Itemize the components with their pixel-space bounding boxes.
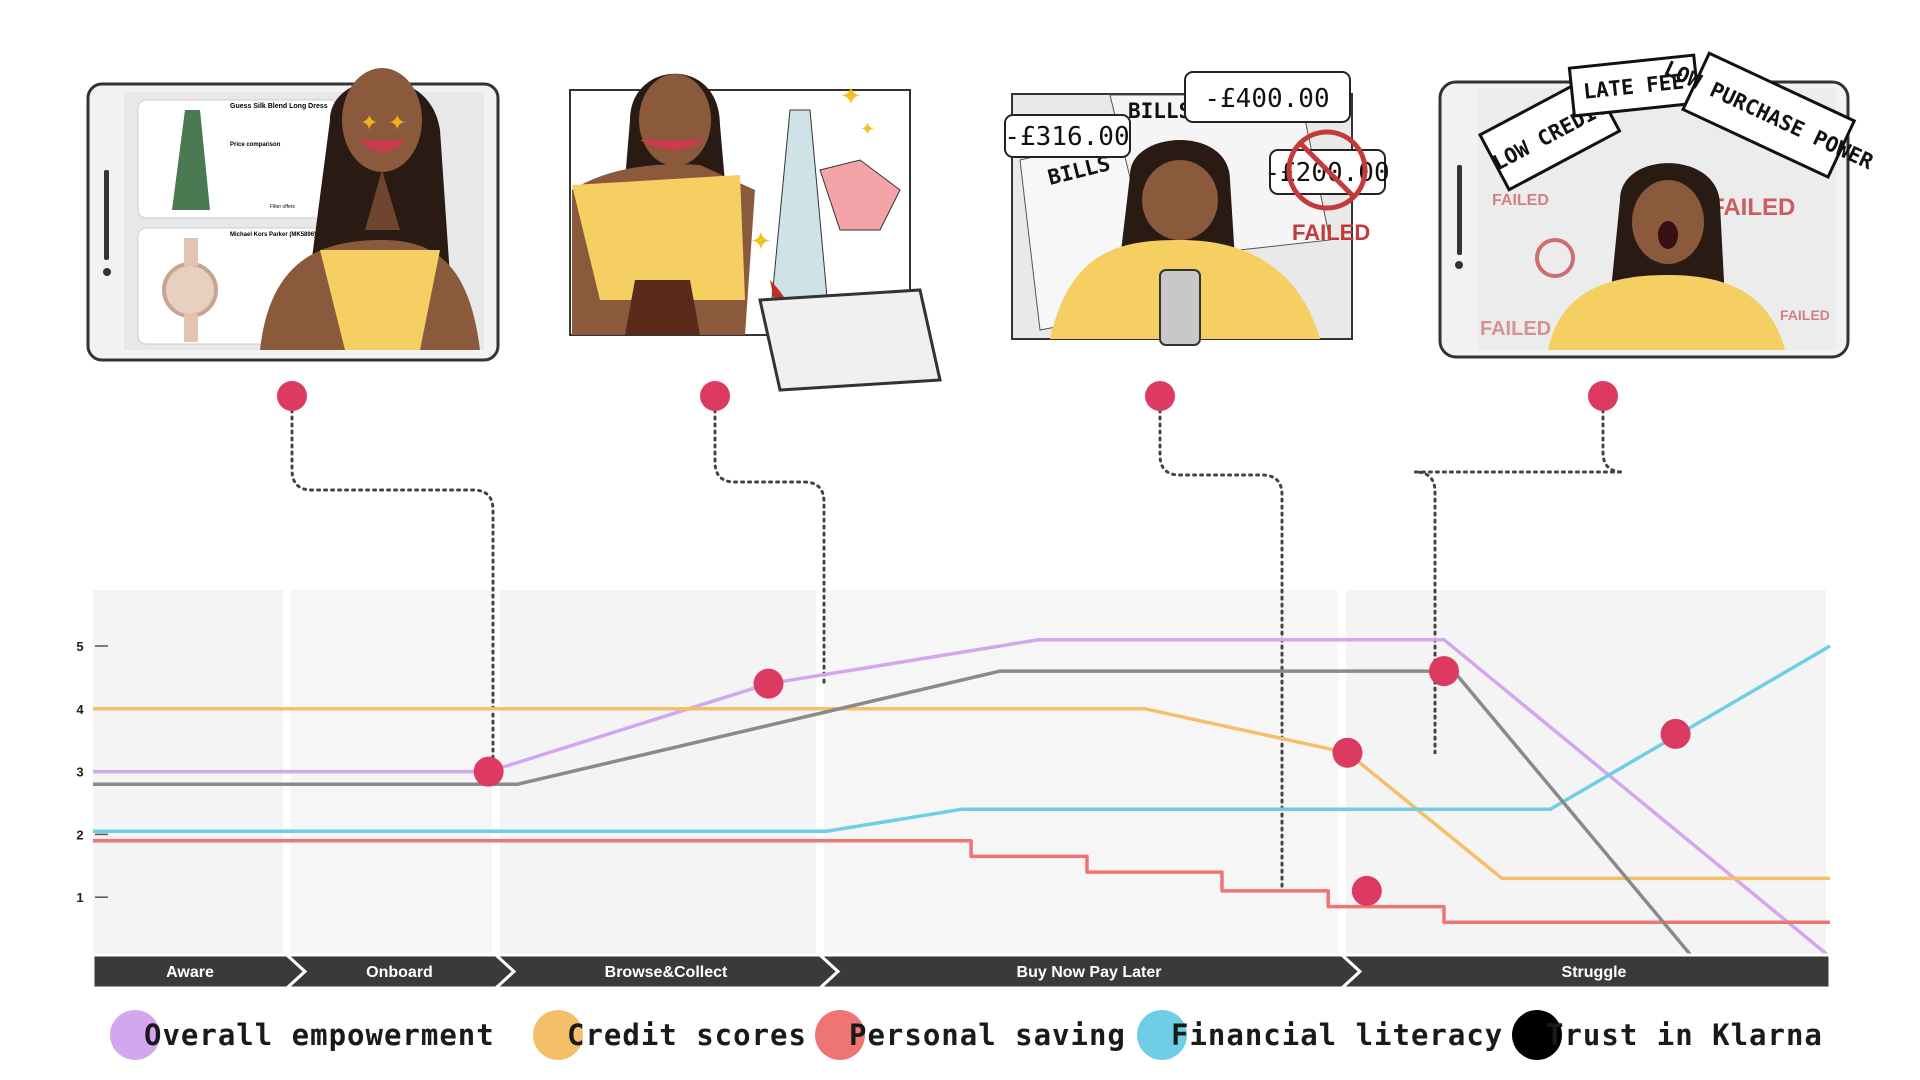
- stage-segment-struggle: [1338, 953, 1832, 990]
- legend-item-trust-in-klarna: Trust in Klarna: [1512, 1000, 1823, 1070]
- y-tick-label: 1: [76, 890, 83, 905]
- illustration-browse: ✦ ✦ ✦: [569, 73, 942, 392]
- stage-label-browse-collect: Browse&Collect: [605, 964, 728, 981]
- sign-late-fee: LATE FEE: [1567, 53, 1701, 118]
- failed-bg-2: FAILED: [1710, 194, 1795, 221]
- svg-text:-£316.00: -£316.00: [1004, 122, 1129, 152]
- illustration-bills: BILLS BILLS -£316.00 -£400.00 -£200.00 F…: [1004, 71, 1390, 346]
- connector-line: [1414, 394, 1624, 755]
- bill-bubble-3: -£200.00: [1264, 129, 1390, 211]
- illustration-struggle: FAILED FAILED FAILED FAILED LOW CREDIT L…: [1438, 51, 1877, 359]
- y-tick-label: 4: [76, 702, 84, 717]
- svg-text:-£400.00: -£400.00: [1204, 84, 1329, 114]
- legend-label: Trust in Klarna: [1546, 1018, 1823, 1052]
- failed-stamp: FAILED: [1292, 220, 1370, 245]
- panel-dot: [1588, 381, 1618, 411]
- y-tick-label: 2: [76, 827, 83, 842]
- chart-marker: [1429, 656, 1459, 687]
- bills-paper-label-2: BILLS: [1128, 99, 1191, 123]
- legend-label: Financial literacy: [1171, 1018, 1504, 1052]
- chart: 5 4 3 2 1 Aware Onboard Browse&Collect Buy Now …: [76, 381, 1832, 990]
- connector-line: [713, 394, 826, 686]
- series-line-trust-in-klarna: [93, 669, 1697, 962]
- legend-item-credit-scores: Credit scores: [533, 1000, 807, 1070]
- panel-dot: [1145, 381, 1175, 411]
- stage-label-buy-now-pay-later: Buy Now Pay Later: [1017, 964, 1162, 981]
- bill-bubble-2: -£400.00: [1184, 71, 1351, 123]
- connectors: [277, 381, 1624, 893]
- panel-dot: [700, 381, 730, 411]
- failed-bg-3: FAILED: [1480, 318, 1551, 340]
- sparkle-icon: ✦: [840, 82, 862, 112]
- stage-band-struggle: [1346, 590, 1826, 955]
- stage-band-buy-now-pay-later: [824, 590, 1338, 955]
- chart-marker: [753, 668, 784, 699]
- legend-item-financial-literacy: Financial literacy: [1137, 1000, 1503, 1070]
- legend-swatch: [815, 1010, 865, 1060]
- legend-swatch: [110, 1010, 160, 1060]
- star-eyes-icon: ✦: [360, 111, 378, 136]
- legend-label: Credit scores: [567, 1018, 807, 1052]
- legend-swatch: [1137, 1010, 1187, 1060]
- chart-marker: [1332, 737, 1363, 768]
- series-line-overall-empowerment: [93, 637, 1832, 959]
- connector-line: [1158, 394, 1284, 893]
- failed-bg-1: FAILED: [1492, 192, 1549, 209]
- stage-band-browse-collect: [500, 590, 816, 955]
- star-eyes-icon: ✦: [388, 111, 406, 136]
- stage-label-struggle: Struggle: [1562, 964, 1627, 981]
- stage-label-onboard: Onboard: [366, 964, 433, 981]
- legend-swatch: [533, 1010, 583, 1060]
- series-line-financial-literacy: [93, 644, 1831, 834]
- sparkle-icon: ✦: [750, 227, 772, 257]
- series-line-personal-saving: [93, 838, 1830, 925]
- stage-label-aware: Aware: [166, 964, 214, 981]
- bill-bubble-1: -£316.00: [1004, 114, 1131, 158]
- chart-marker: [1351, 875, 1382, 906]
- y-tick-label: 3: [76, 765, 83, 780]
- product2-title: Michael Kors Parker (MK5896): [230, 232, 316, 238]
- legend-item-personal-saving: Personal saving: [815, 1000, 1126, 1070]
- y-tick-label: 5: [76, 639, 83, 654]
- failed-bg-4: FAILED: [1780, 307, 1830, 323]
- chart-marker: [473, 756, 504, 787]
- product1-title: Guess Silk Blend Long Dress: [230, 103, 328, 110]
- illustration-aware: Guess Silk Blend Long Dress Price compar…: [86, 68, 500, 362]
- legend-item-overall-empowerment: Overall empowerment: [110, 1000, 495, 1070]
- legend-swatch: [1512, 1010, 1562, 1060]
- legend: Overall empowerment Credit scores Person…: [0, 1000, 1920, 1070]
- legend-label: Overall empowerment: [144, 1018, 495, 1052]
- chart-marker: [1660, 718, 1691, 749]
- sparkle-icon: ✦: [860, 119, 875, 140]
- stage-bar: Aware Onboard Browse&Collect Buy Now Pay La…: [91, 953, 1832, 990]
- panel-dot: [277, 381, 307, 411]
- price-comparison-label: Price comparison: [230, 142, 281, 148]
- legend-label: Personal saving: [849, 1018, 1126, 1052]
- filter-offers-label: Filter offers: [270, 204, 295, 210]
- markers: [473, 656, 1691, 906]
